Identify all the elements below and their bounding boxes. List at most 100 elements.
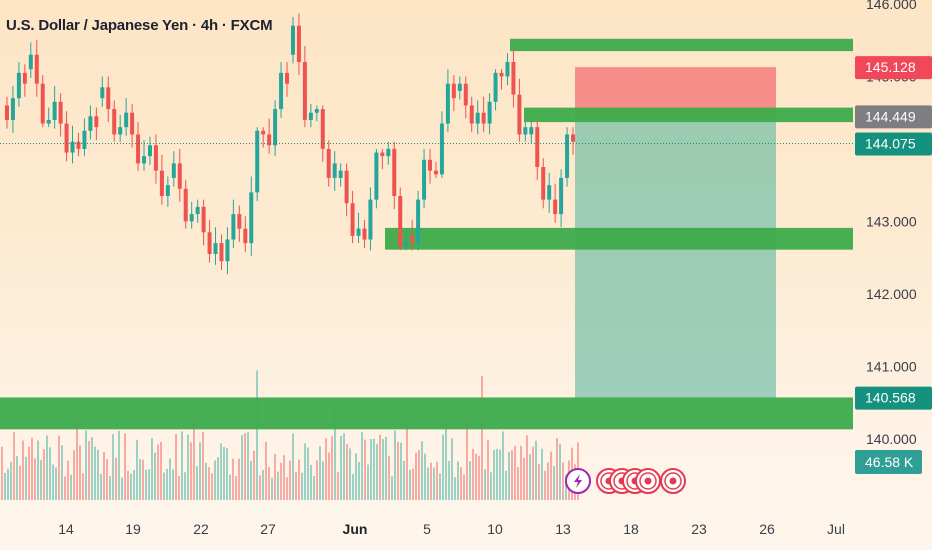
candle[interactable] bbox=[136, 134, 141, 164]
candle[interactable] bbox=[52, 101, 57, 120]
candle[interactable] bbox=[147, 145, 152, 157]
candle[interactable] bbox=[433, 170, 438, 175]
candle[interactable] bbox=[34, 54, 39, 84]
candle[interactable] bbox=[249, 192, 254, 244]
volume-tag[interactable] bbox=[855, 450, 922, 474]
candle[interactable] bbox=[106, 87, 111, 110]
candle[interactable] bbox=[142, 156, 147, 164]
candle[interactable] bbox=[267, 134, 272, 146]
candle[interactable] bbox=[82, 130, 87, 149]
candle[interactable] bbox=[308, 112, 313, 120]
candle[interactable] bbox=[243, 228, 248, 244]
candle[interactable] bbox=[398, 196, 403, 247]
candle[interactable] bbox=[374, 152, 379, 200]
candle[interactable] bbox=[231, 214, 236, 240]
candle[interactable] bbox=[237, 214, 242, 229]
candle[interactable] bbox=[64, 123, 69, 153]
last-price-tag[interactable] bbox=[855, 132, 932, 156]
candle[interactable] bbox=[16, 72, 21, 99]
candle[interactable] bbox=[165, 185, 170, 197]
candle[interactable] bbox=[392, 148, 397, 197]
candle[interactable] bbox=[529, 127, 534, 135]
candle[interactable] bbox=[499, 72, 504, 77]
candle[interactable] bbox=[273, 109, 278, 146]
candle[interactable] bbox=[225, 239, 230, 262]
candle[interactable] bbox=[219, 243, 224, 262]
candle[interactable] bbox=[535, 127, 540, 168]
candle[interactable] bbox=[463, 83, 468, 106]
sr-zone[interactable] bbox=[385, 227, 853, 250]
candle[interactable] bbox=[159, 170, 164, 197]
candle[interactable] bbox=[368, 199, 373, 240]
candle[interactable] bbox=[261, 130, 266, 135]
candle[interactable] bbox=[410, 235, 415, 244]
candle[interactable] bbox=[320, 109, 325, 149]
candle[interactable] bbox=[201, 206, 206, 233]
candle[interactable] bbox=[475, 112, 480, 124]
candle[interactable] bbox=[362, 228, 367, 240]
target-price-tag[interactable] bbox=[855, 386, 932, 410]
candle[interactable] bbox=[547, 185, 552, 200]
candle[interactable] bbox=[94, 116, 99, 128]
candle[interactable] bbox=[153, 145, 158, 171]
candle[interactable] bbox=[279, 72, 284, 110]
candle[interactable] bbox=[404, 243, 409, 247]
candle[interactable] bbox=[207, 232, 212, 254]
candle[interactable] bbox=[344, 170, 349, 204]
candle[interactable] bbox=[451, 83, 456, 99]
sr-zone[interactable] bbox=[510, 38, 853, 52]
candle[interactable] bbox=[28, 54, 33, 70]
candle[interactable] bbox=[302, 61, 307, 120]
candle[interactable] bbox=[553, 199, 558, 215]
candle[interactable] bbox=[70, 141, 75, 153]
candle[interactable] bbox=[493, 72, 498, 102]
entry-price-tag[interactable] bbox=[855, 105, 932, 129]
candle[interactable] bbox=[517, 94, 522, 135]
candle[interactable] bbox=[10, 98, 15, 120]
candle[interactable] bbox=[285, 72, 290, 84]
candle[interactable] bbox=[505, 61, 510, 77]
candle[interactable] bbox=[112, 109, 117, 135]
candle[interactable] bbox=[88, 116, 93, 131]
candle[interactable] bbox=[314, 109, 319, 113]
candle[interactable] bbox=[439, 123, 444, 175]
candle[interactable] bbox=[571, 134, 576, 142]
candle[interactable] bbox=[559, 177, 564, 215]
candle[interactable] bbox=[118, 127, 123, 135]
candle[interactable] bbox=[565, 134, 570, 178]
candle[interactable] bbox=[380, 152, 385, 157]
candle[interactable] bbox=[58, 101, 63, 124]
candle[interactable] bbox=[428, 159, 433, 171]
candle[interactable] bbox=[541, 167, 546, 200]
candle[interactable] bbox=[195, 206, 200, 215]
candle[interactable] bbox=[445, 83, 450, 124]
candle[interactable] bbox=[4, 105, 9, 120]
candle[interactable] bbox=[46, 119, 51, 124]
sr-zone[interactable] bbox=[524, 107, 853, 123]
candle[interactable] bbox=[356, 228, 361, 236]
candle[interactable] bbox=[296, 25, 301, 62]
candle[interactable] bbox=[457, 83, 462, 91]
candle[interactable] bbox=[22, 72, 27, 84]
candle[interactable] bbox=[481, 112, 486, 124]
candle[interactable] bbox=[100, 87, 105, 99]
candle[interactable] bbox=[40, 83, 45, 124]
stop-price-tag[interactable] bbox=[855, 56, 932, 80]
candle[interactable] bbox=[213, 243, 218, 254]
candle[interactable] bbox=[416, 199, 421, 244]
candle[interactable] bbox=[171, 163, 176, 178]
candle[interactable] bbox=[189, 214, 194, 222]
candle[interactable] bbox=[386, 148, 391, 157]
candle[interactable] bbox=[326, 148, 331, 178]
candle[interactable] bbox=[422, 159, 427, 200]
candle[interactable] bbox=[183, 188, 188, 222]
candle[interactable] bbox=[487, 101, 492, 124]
candle[interactable] bbox=[332, 163, 337, 178]
candle[interactable] bbox=[124, 112, 129, 128]
candle[interactable] bbox=[130, 112, 135, 135]
candle[interactable] bbox=[177, 163, 182, 189]
candle[interactable] bbox=[511, 61, 516, 95]
candle[interactable] bbox=[338, 170, 343, 178]
